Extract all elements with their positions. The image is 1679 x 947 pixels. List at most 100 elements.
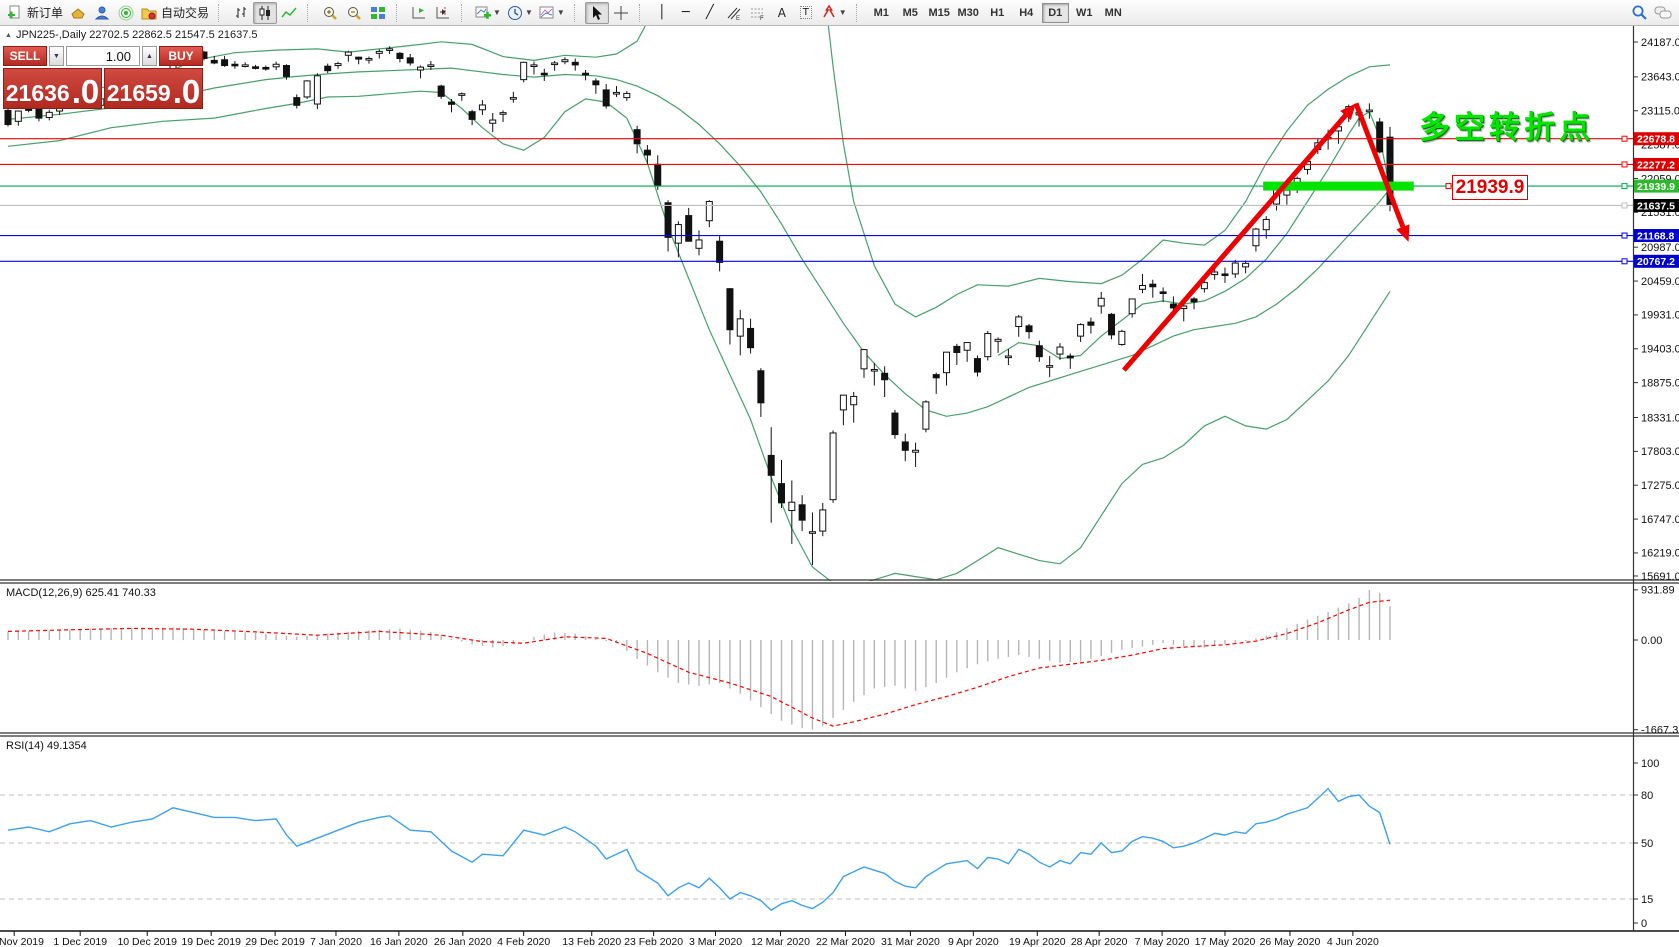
svg-text:23 Feb 2020: 23 Feb 2020 bbox=[624, 936, 683, 947]
timeframe-d1[interactable]: D1 bbox=[1041, 2, 1069, 23]
turning-point-annotation[interactable]: 多空转折点 bbox=[1419, 110, 1594, 145]
macd-label: MACD(12,26,9) 625.41 740.33 bbox=[6, 587, 156, 599]
text-label-tool[interactable]: T bbox=[794, 2, 818, 24]
svg-text:21 Nov 2019: 21 Nov 2019 bbox=[0, 936, 44, 947]
channel-tool[interactable]: E bbox=[722, 2, 746, 24]
bar-chart-button[interactable] bbox=[229, 2, 253, 24]
templates-button[interactable]: ▼ bbox=[536, 2, 568, 24]
periods-button[interactable]: ▼ bbox=[504, 2, 536, 24]
wallet-icon bbox=[71, 7, 85, 18]
toolbar-separator bbox=[573, 3, 581, 22]
triangle-down-icon: ▼ bbox=[53, 52, 60, 60]
fibonacci-tool[interactable]: F bbox=[746, 2, 770, 24]
volume-down-stepper[interactable]: ▼ bbox=[49, 46, 64, 66]
community-button[interactable] bbox=[90, 2, 114, 24]
bar-chart-icon bbox=[236, 6, 247, 18]
volume-up-stepper[interactable]: ▲ bbox=[142, 46, 157, 66]
timeframe-mn[interactable]: MN bbox=[1104, 6, 1122, 19]
chat-button[interactable] bbox=[1651, 2, 1675, 24]
symbol-title: ▲ JPN225-,Daily 22702.5 22862.5 21547.5 … bbox=[5, 29, 258, 41]
toolbar: 新订单 自动交易 bbox=[0, 0, 1679, 26]
svg-text:17 May 2020: 17 May 2020 bbox=[1195, 936, 1256, 947]
timeframe-group: M1 M5 M15 M30 H1 H4 D1 W1 MN bbox=[867, 2, 1128, 23]
svg-text:19 Dec 2019: 19 Dec 2019 bbox=[181, 936, 241, 947]
bollinger-bands bbox=[7, 26, 1391, 581]
svg-text:E: E bbox=[736, 16, 740, 21]
text-tool[interactable]: A bbox=[777, 5, 786, 20]
svg-text:3 Mar 2020: 3 Mar 2020 bbox=[689, 936, 742, 947]
svg-text:21637.5: 21637.5 bbox=[1637, 200, 1675, 212]
chat-icon bbox=[1654, 6, 1672, 18]
timeframe-m15[interactable]: M15 bbox=[928, 6, 950, 19]
svg-text:18875.0: 18875.0 bbox=[1641, 377, 1679, 389]
search-button[interactable] bbox=[1627, 2, 1651, 24]
crosshair-button[interactable] bbox=[609, 2, 633, 24]
svg-text:7 May 2020: 7 May 2020 bbox=[1135, 936, 1190, 947]
level-lines[interactable] bbox=[0, 135, 1633, 265]
vertical-line-tool[interactable]: │ bbox=[657, 5, 666, 20]
svg-text:20987.0: 20987.0 bbox=[1641, 242, 1679, 254]
rsi-panel bbox=[7, 787, 1391, 912]
timeframe-m5[interactable]: M5 bbox=[902, 6, 918, 19]
tile-windows-button[interactable] bbox=[366, 2, 390, 24]
tile-windows-icon bbox=[371, 6, 386, 19]
support-zone-bar[interactable] bbox=[1263, 181, 1414, 191]
toolbar-separator bbox=[218, 3, 225, 22]
buy-button[interactable]: BUY bbox=[159, 46, 203, 66]
new-order-button[interactable]: 新订单 bbox=[4, 2, 66, 24]
macd-panel bbox=[7, 589, 1391, 730]
horizontal-line-tool[interactable]: ─ bbox=[681, 5, 690, 20]
line-chart-button[interactable] bbox=[277, 2, 301, 24]
svg-text:10 Dec 2019: 10 Dec 2019 bbox=[117, 936, 177, 947]
svg-text:22277.2: 22277.2 bbox=[1637, 159, 1675, 171]
zoom-out-button[interactable] bbox=[342, 2, 366, 24]
svg-text:12 Mar 2020: 12 Mar 2020 bbox=[751, 936, 810, 947]
zoom-in-button[interactable] bbox=[318, 2, 342, 24]
crosshair-icon bbox=[613, 5, 628, 20]
svg-text:22 Mar 2020: 22 Mar 2020 bbox=[816, 936, 875, 947]
zoom-out-icon bbox=[348, 6, 361, 20]
timeframe-m1[interactable]: M1 bbox=[873, 6, 889, 19]
svg-text:100: 100 bbox=[1641, 758, 1659, 770]
auto-trading-button[interactable]: 自动交易 bbox=[138, 2, 212, 24]
timeframe-h4[interactable]: H4 bbox=[1019, 6, 1034, 19]
svg-text:50: 50 bbox=[1641, 838, 1653, 850]
svg-text:26 Jan 2020: 26 Jan 2020 bbox=[434, 936, 492, 947]
svg-text:28 Apr 2020: 28 Apr 2020 bbox=[1071, 936, 1128, 947]
volume-input[interactable]: 1.00 bbox=[66, 46, 140, 66]
cursor-icon bbox=[592, 5, 602, 20]
date-axis[interactable]: 21 Nov 2019 1 Dec 2019 10 Dec 2019 19 Dec 2… bbox=[0, 931, 1379, 947]
buy-price: 21659 bbox=[106, 80, 171, 106]
trendline-tool[interactable]: ╱ bbox=[705, 5, 714, 20]
indicators-button[interactable]: ▼ bbox=[472, 2, 504, 24]
candlestick-chart-button[interactable] bbox=[253, 1, 278, 24]
timeframe-w1[interactable]: W1 bbox=[1075, 6, 1093, 19]
signals-button[interactable] bbox=[114, 2, 138, 24]
person-icon bbox=[94, 6, 110, 19]
chevron-down-icon: ▼ bbox=[838, 8, 847, 17]
buy-price-box[interactable]: 21659 .0 bbox=[104, 68, 203, 109]
svg-text:20767.2: 20767.2 bbox=[1637, 256, 1675, 268]
chart-shift-button[interactable] bbox=[431, 2, 455, 24]
timeframe-m30[interactable]: M30 bbox=[957, 6, 979, 19]
svg-text:0: 0 bbox=[1641, 918, 1647, 930]
timeframe-h1[interactable]: H1 bbox=[990, 6, 1005, 19]
arrows-tool[interactable]: ▼ bbox=[818, 2, 850, 24]
svg-text:4 Jun 2020: 4 Jun 2020 bbox=[1327, 936, 1379, 947]
svg-text:4 Feb 2020: 4 Feb 2020 bbox=[497, 936, 550, 947]
chevron-down-icon: ▼ bbox=[524, 8, 533, 17]
toolbar-separator bbox=[461, 3, 468, 22]
svg-text:17275.0: 17275.0 bbox=[1641, 480, 1679, 492]
auto-scroll-button[interactable] bbox=[407, 2, 431, 24]
sell-button[interactable]: SELL bbox=[3, 46, 47, 66]
level-callout-label[interactable]: 21939.9 bbox=[1452, 175, 1528, 200]
svg-text:19931.0: 19931.0 bbox=[1641, 310, 1679, 322]
toolbar-separator bbox=[855, 3, 863, 22]
deposit-button[interactable] bbox=[66, 2, 90, 24]
sell-price-box[interactable]: 21636 .0 bbox=[3, 68, 102, 109]
candlestick-icon bbox=[259, 5, 271, 20]
trend-arrows[interactable] bbox=[1122, 102, 1410, 372]
cursor-button[interactable] bbox=[584, 1, 609, 24]
fibonacci-icon: F bbox=[750, 8, 764, 21]
